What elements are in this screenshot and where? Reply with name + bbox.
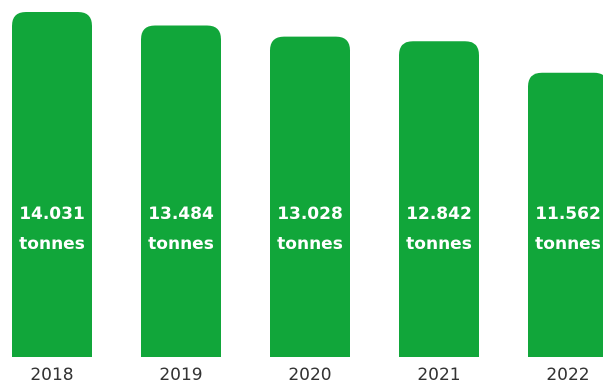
bar-unit-label-2020: tonnes: [277, 234, 343, 254]
bar-unit-label-2019: tonnes: [148, 234, 214, 254]
bar-labels-group: 14.031 tonnes 13.484 tonnes 13.028 tonnes 12.8…: [19, 204, 601, 254]
bar-unit-label-2022: tonnes: [535, 234, 601, 254]
x-tick-label-2020: 2020: [288, 365, 331, 384]
bar-2019: [141, 25, 221, 358]
bar-unit-label-2021: tonnes: [406, 234, 472, 254]
x-tick-label-2021: 2021: [417, 365, 460, 384]
bar-value-label-2022: 11.562: [535, 204, 601, 224]
x-tick-label-2022: 2022: [546, 365, 589, 384]
x-tick-label-2018: 2018: [30, 365, 73, 384]
bar-value-label-2019: 13.484: [148, 204, 214, 224]
x-axis-ticks: 2018 2019 2020 2021 2022: [30, 365, 589, 384]
bar-value-label-2020: 13.028: [277, 204, 343, 224]
bar-unit-label-2018: tonnes: [19, 234, 85, 254]
bar-2018: [12, 12, 92, 357]
bar-value-label-2018: 14.031: [19, 204, 85, 224]
bar-2021: [399, 41, 479, 357]
bar-2022: [528, 72, 603, 357]
bar-value-label-2021: 12.842: [406, 204, 472, 224]
bar-2020: [270, 36, 350, 358]
bars-group: [12, 12, 603, 358]
x-tick-label-2019: 2019: [159, 365, 202, 384]
